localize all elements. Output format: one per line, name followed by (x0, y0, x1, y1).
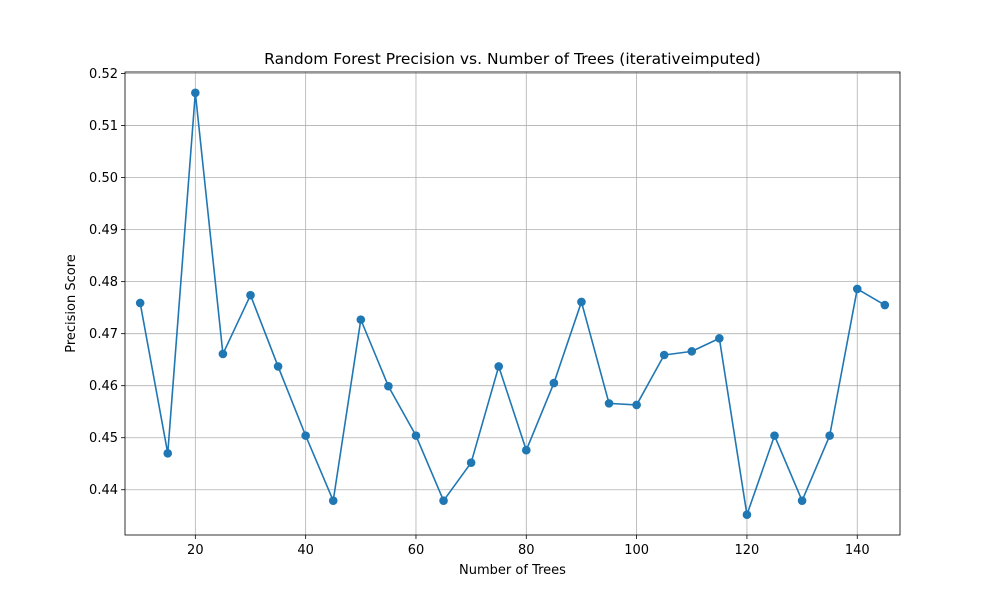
y-tick-label: 0.52 (89, 67, 118, 82)
data-point (632, 400, 641, 410)
data-point (659, 350, 669, 360)
data-point (301, 431, 310, 440)
data-point (356, 315, 366, 324)
data-point (604, 399, 614, 408)
data-point (466, 458, 476, 467)
data-point (715, 334, 724, 343)
data-point (273, 362, 283, 371)
data-point (521, 445, 531, 455)
data-point (577, 297, 586, 307)
x-tick-label: 60 (408, 543, 425, 558)
y-axis-label: Precision Score (64, 254, 79, 353)
y-tick-label: 0.48 (89, 275, 118, 290)
chart-title: Random Forest Precision vs. Number of Tr… (264, 50, 761, 68)
x-tick-label: 100 (624, 543, 649, 558)
data-point (246, 290, 255, 300)
y-tick-label: 0.50 (89, 171, 118, 186)
data-point (191, 88, 200, 98)
x-axis-label: Number of Trees (459, 563, 566, 578)
x-tick-label: 120 (735, 543, 760, 558)
data-point (163, 449, 173, 458)
x-tick-label: 80 (518, 543, 535, 558)
y-tick-label: 0.46 (89, 379, 118, 394)
series-line (139, 92, 886, 516)
data-point (852, 284, 862, 294)
data-point (770, 431, 779, 440)
data-point (135, 298, 145, 308)
data-point (384, 381, 393, 391)
data-point (494, 362, 504, 371)
data-point (880, 300, 890, 310)
series-layer (135, 88, 890, 520)
x-tick-label: 140 (845, 543, 870, 558)
data-point (549, 378, 559, 388)
data-point (742, 510, 752, 520)
data-point (328, 496, 338, 505)
data-point (411, 431, 421, 440)
data-point (797, 496, 807, 505)
data-point (439, 496, 448, 505)
y-tick-label: 0.49 (89, 223, 118, 238)
x-tick-label: 20 (187, 543, 204, 558)
data-point (687, 347, 697, 356)
y-tick-label: 0.44 (89, 483, 118, 498)
y-tick-label: 0.47 (89, 327, 118, 342)
y-tick-label: 0.51 (89, 119, 118, 134)
data-point (218, 349, 228, 359)
grid-lines (125, 72, 900, 535)
ticks: 20 40 60 80 100 120 140 0.44 0.45 0.46 0.47 0.48 0.4… (89, 67, 870, 558)
y-tick-label: 0.45 (89, 431, 118, 446)
plot-area (125, 72, 900, 535)
x-tick-label: 40 (297, 543, 314, 558)
data-point (825, 431, 834, 440)
plot-frame (124, 71, 901, 536)
